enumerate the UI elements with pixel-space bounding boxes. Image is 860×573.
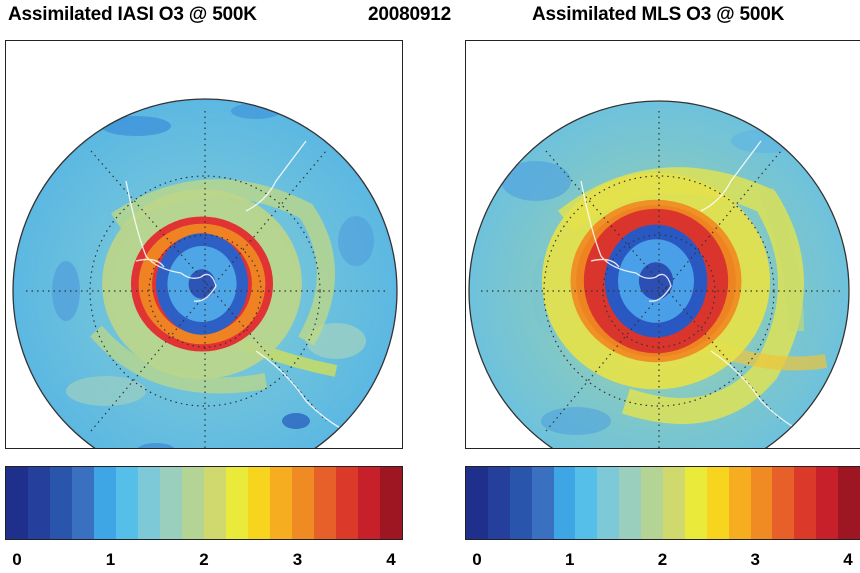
colorbar-segment	[380, 467, 402, 539]
colorbar-tick-label: 3	[292, 550, 303, 569]
iasi-vortex-rings	[102, 189, 302, 379]
mls-colorbar	[465, 466, 860, 540]
colorbar-segment	[160, 467, 182, 539]
colorbar-segment	[314, 467, 336, 539]
colorbar-segment	[838, 467, 860, 539]
colorbar-segment	[6, 467, 28, 539]
colorbar-segment	[248, 467, 270, 539]
colorbar-segment	[728, 467, 751, 539]
colorbar-segment	[750, 467, 773, 539]
ozone-core-disk	[188, 269, 216, 299]
colorbar-segment	[292, 467, 314, 539]
colorbar-segment	[619, 467, 642, 539]
colorbar-segment	[466, 467, 488, 539]
colorbar-tick-label: 2	[657, 550, 668, 569]
mls-map-panel	[465, 40, 860, 449]
iasi-ozone-map	[12, 98, 398, 448]
colorbar-tick-label: 0	[12, 550, 22, 569]
colorbar-segment	[641, 467, 664, 539]
colorbar-segment	[116, 467, 138, 539]
colorbar-tick-label: 1	[105, 550, 116, 569]
colorbar-segment	[204, 467, 226, 539]
right-map-title: Assimilated MLS O3 @ 500K	[532, 4, 785, 25]
ozone-core-disk	[638, 262, 674, 300]
mls-colorbar-ticks: 0 1 2 3 4	[465, 550, 860, 570]
colorbar-segment	[816, 467, 839, 539]
colorbar-tick-label: 2	[199, 550, 209, 569]
colorbar-segment	[72, 467, 94, 539]
colorbar-segment	[684, 467, 707, 539]
colorbar-segment	[270, 467, 292, 539]
colorbar-segment	[50, 467, 72, 539]
colorbar-segment	[597, 467, 620, 539]
colorbar-segment	[575, 467, 598, 539]
mls-ozone-map	[468, 100, 850, 448]
left-map-title: Assimilated IASI O3 @ 500K	[8, 4, 257, 25]
colorbar-tick-label: 1	[565, 550, 575, 569]
colorbar-segment	[663, 467, 685, 539]
iasi-colorbar	[5, 466, 403, 540]
colorbar-segment	[336, 467, 358, 539]
colorbar-segment	[94, 467, 116, 539]
colorbar-segment	[226, 467, 248, 539]
colorbar-segment	[358, 467, 380, 539]
colorbar-segment	[706, 467, 729, 539]
iasi-map-panel	[5, 40, 403, 449]
colorbar-segment	[553, 467, 576, 539]
colorbar-segment	[772, 467, 795, 539]
coastlines	[125, 140, 347, 432]
colorbar-tick-label: 3	[750, 550, 760, 569]
date-label: 20080912	[368, 4, 451, 25]
colorbar-segment	[794, 467, 817, 539]
colorbar-tick-label: 4	[843, 550, 853, 569]
colorbar-segment	[182, 467, 204, 539]
colorbar-segment	[531, 467, 554, 539]
colorbar-segment	[509, 467, 532, 539]
iasi-colorbar-ticks: 0 1 2 3 4	[5, 550, 403, 570]
colorbar-segment	[138, 467, 160, 539]
coastlines	[580, 140, 802, 432]
colorbar-segment	[28, 467, 50, 539]
colorbar-tick-label: 0	[472, 550, 482, 569]
colorbar-tick-label: 4	[386, 550, 396, 569]
ozone-ridge-ring	[576, 205, 736, 357]
colorbar-segment	[487, 467, 510, 539]
mls-vortex-rings	[542, 172, 770, 390]
